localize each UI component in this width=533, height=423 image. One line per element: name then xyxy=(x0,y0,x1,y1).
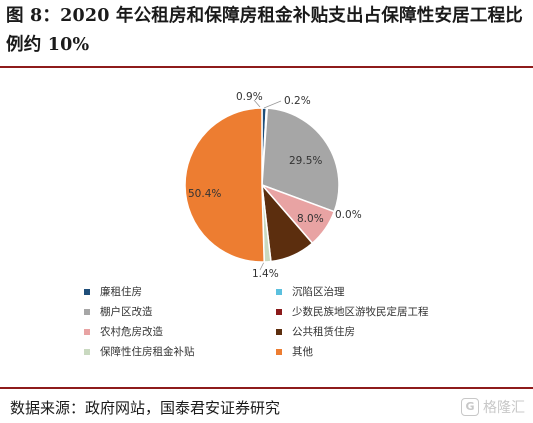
slice-data-label: 1.4% xyxy=(252,268,279,280)
legend-item: 沉陷区治理 xyxy=(276,284,345,299)
slice-data-label: 0.9% xyxy=(236,91,263,103)
legend-label: 少数民族地区游牧民定居工程 xyxy=(292,306,429,318)
legend-item: 农村危房改造 xyxy=(84,324,163,339)
pie-slice xyxy=(184,107,265,263)
legend-swatch xyxy=(84,308,90,315)
figure-title: 图 8：2020 年公租房和保障房租金补贴支出占保障性安居工程比例约 10% xyxy=(6,6,523,55)
legend-item: 廉租住房 xyxy=(84,284,142,299)
bottom-divider xyxy=(0,387,533,389)
slice-data-label: 0.0% xyxy=(335,209,362,221)
legend-swatch xyxy=(276,348,282,355)
data-source: 数据来源：政府网站，国泰君安证券研究 xyxy=(10,399,281,417)
legend-item: 其他 xyxy=(276,344,313,359)
legend-swatch xyxy=(84,328,90,335)
legend-label: 棚户区改造 xyxy=(100,306,153,318)
legend-swatch xyxy=(84,348,90,355)
legend-label: 沉陷区治理 xyxy=(292,286,345,298)
legend-label: 保障性住房租金补贴 xyxy=(100,346,195,358)
legend-item: 公共租赁住房 xyxy=(276,324,355,339)
legend-item: 少数民族地区游牧民定居工程 xyxy=(276,304,429,319)
slice-data-label: 0.2% xyxy=(284,95,311,107)
label-leader-line xyxy=(253,99,261,108)
watermark-text: 格隆汇 xyxy=(483,400,525,416)
pie-slice-group: 29.5% xyxy=(261,107,340,213)
label-leader-line xyxy=(259,261,265,271)
legend-swatch xyxy=(276,328,282,335)
legend-swatch xyxy=(276,288,282,295)
slice-data-label: 8.0% xyxy=(297,213,324,225)
legend-swatch xyxy=(84,288,90,295)
pie-slice-group: 0.0% xyxy=(329,209,362,221)
legend-label: 其他 xyxy=(292,346,313,358)
slice-data-label: 29.5% xyxy=(289,155,322,167)
watermark-logo-icon: G xyxy=(461,398,479,416)
label-leader-line xyxy=(263,100,282,109)
legend-swatch xyxy=(276,308,282,315)
pie-slice-group: 50.4% xyxy=(184,107,265,263)
legend-item: 棚户区改造 xyxy=(84,304,153,319)
pie-slice xyxy=(261,107,340,213)
legend-label: 农村危房改造 xyxy=(100,326,163,338)
top-divider xyxy=(0,66,533,68)
pie-chart: 0.9% 0.2% 29.5% 0.0% 8.0% 1.4% 50.4% xyxy=(184,91,362,280)
watermark: G 格隆汇 xyxy=(461,397,525,417)
legend-item: 保障性住房租金补贴 xyxy=(84,344,195,359)
legend-label: 公共租赁住房 xyxy=(292,326,355,338)
slice-data-label: 50.4% xyxy=(188,188,221,200)
legend-label: 廉租住房 xyxy=(100,286,142,298)
